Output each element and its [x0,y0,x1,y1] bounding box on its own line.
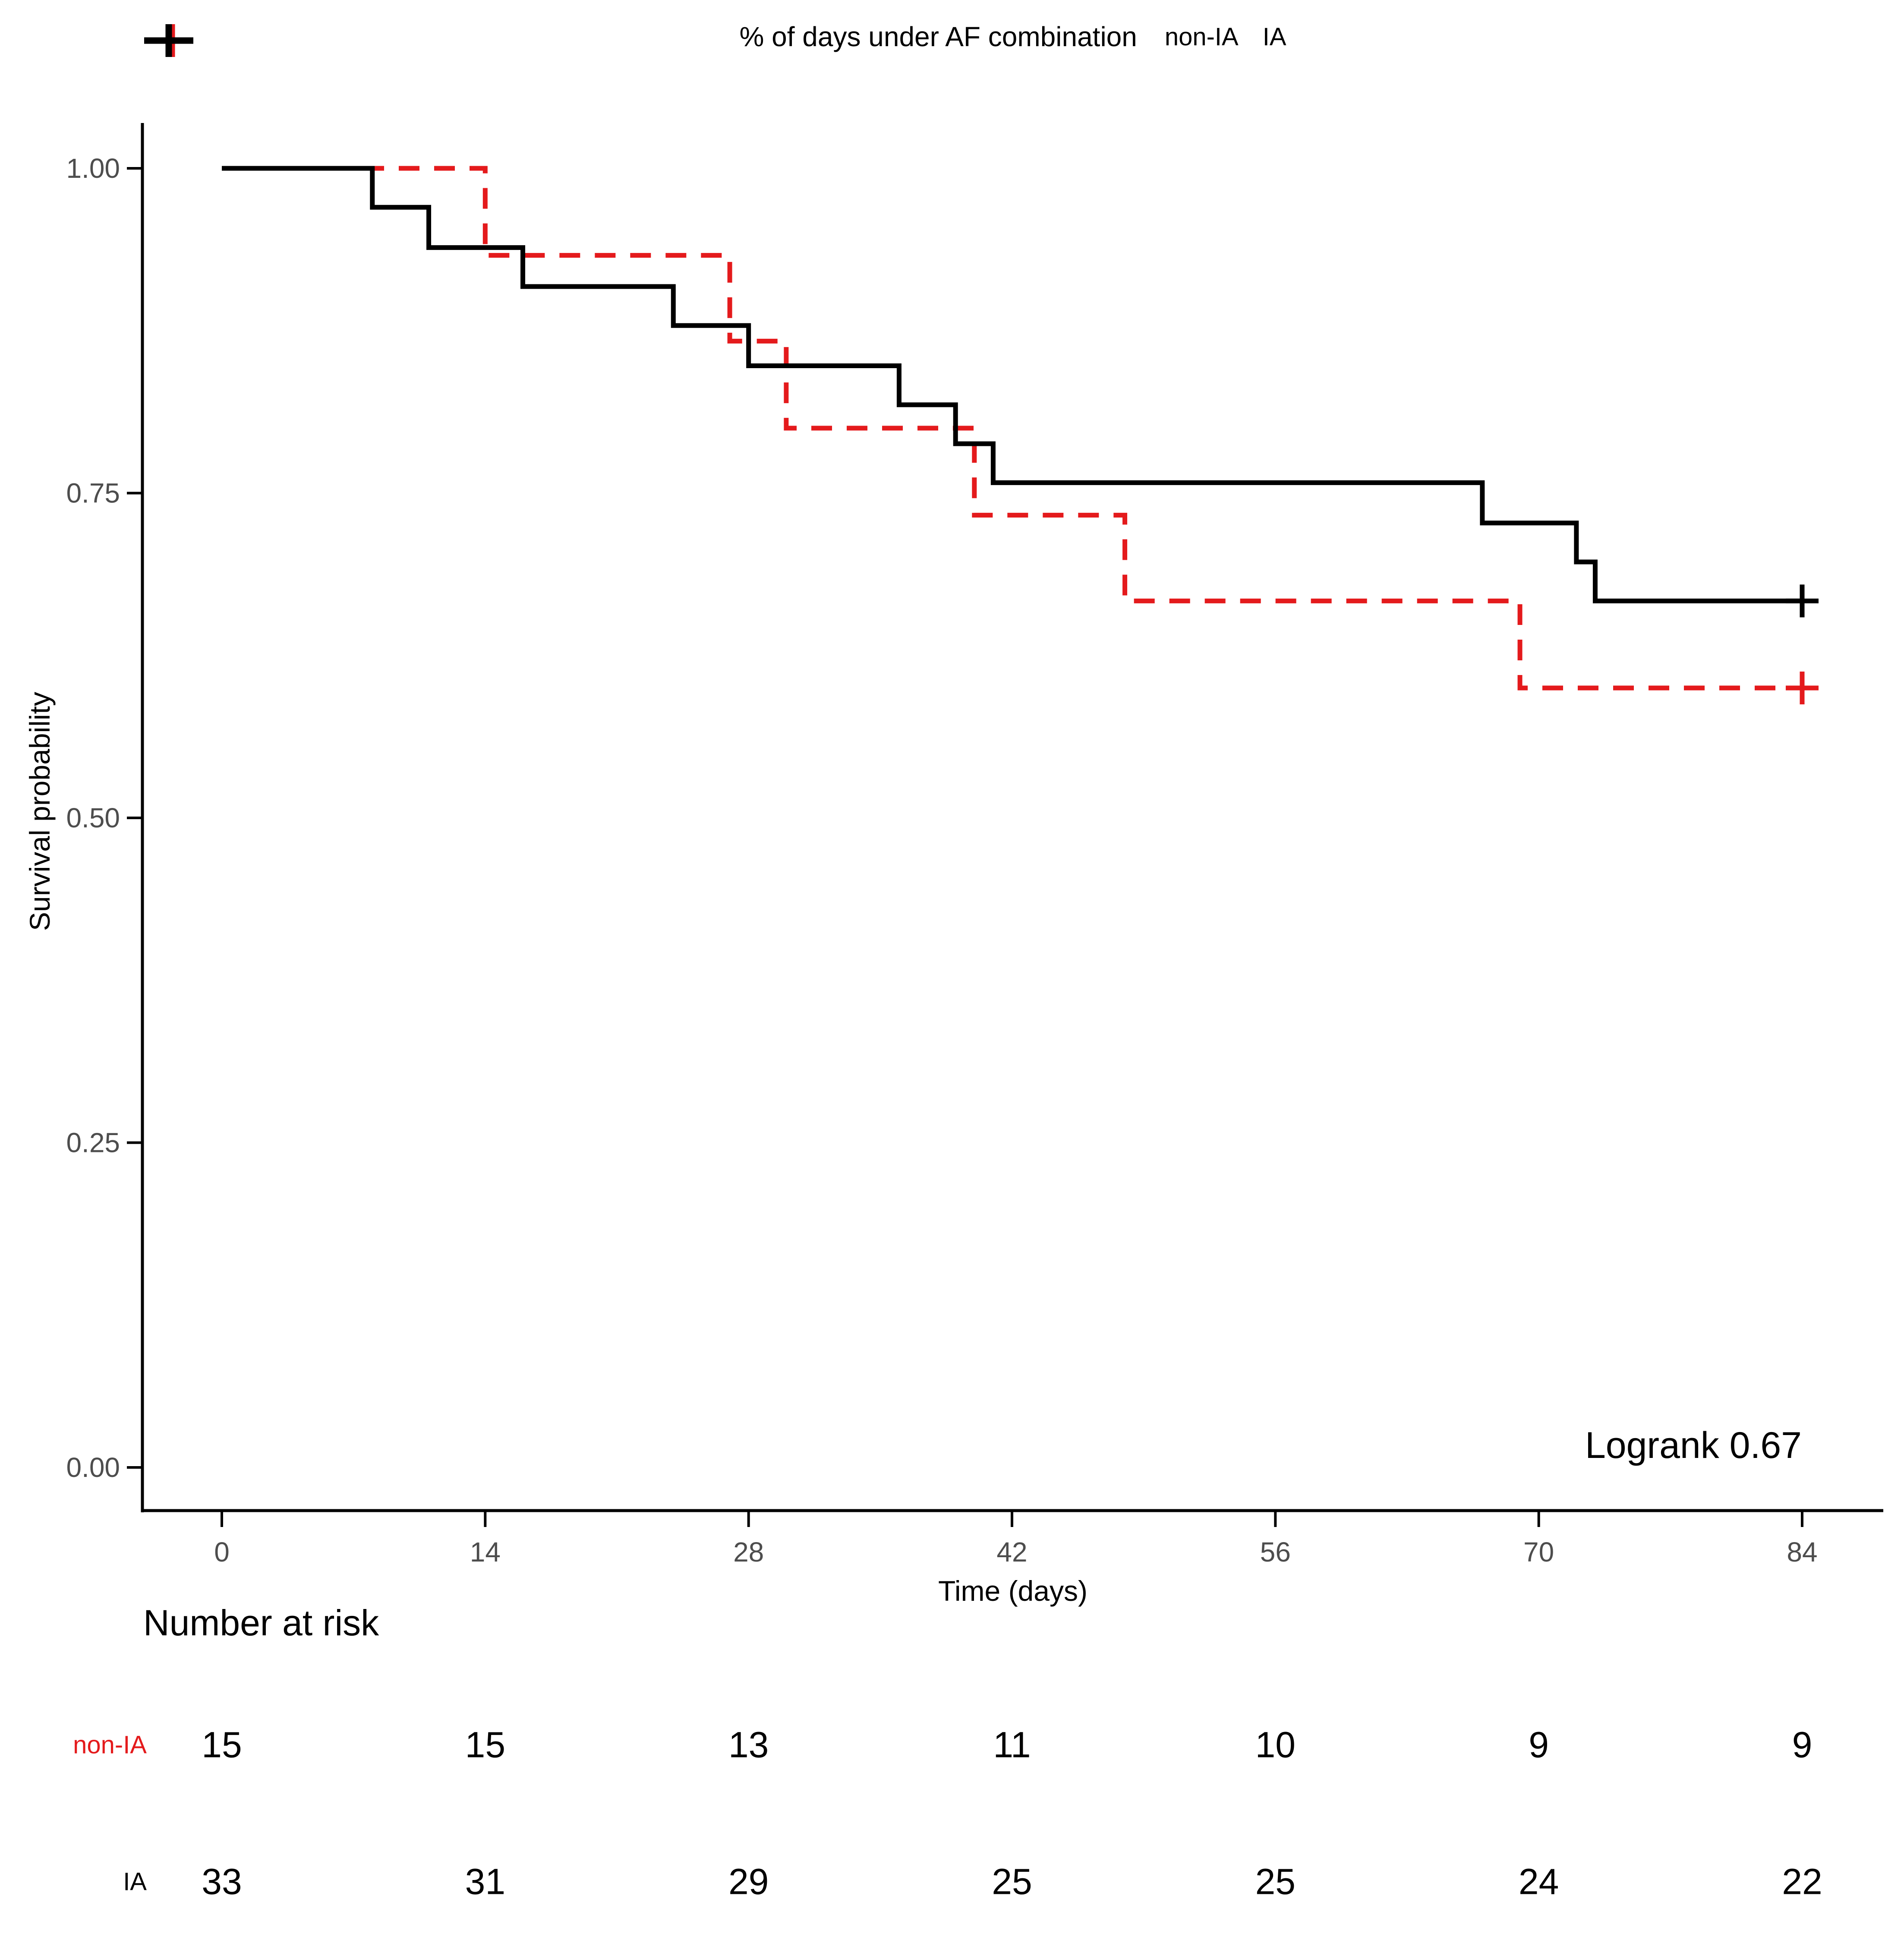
x-tick-label: 42 [996,1536,1027,1568]
y-tick-label: 1.00 [66,153,120,184]
risk-count: 13 [728,1724,769,1765]
logrank-annotation: Logrank 0.67 [1585,1425,1802,1466]
risk-count: 11 [993,1724,1031,1765]
x-axis-title: Time (days) [938,1575,1088,1607]
risk-count: 33 [202,1861,242,1902]
legend: % of days under AF combination non-IA IA [142,21,1883,57]
legend-label-ia: IA [1262,22,1286,51]
risk-count: 22 [1782,1861,1822,1902]
risk-count: 15 [202,1724,242,1765]
risk-count: 24 [1518,1861,1559,1902]
risk-count: 25 [992,1861,1032,1902]
x-tick-label: 14 [470,1536,501,1568]
risk-count: 9 [1792,1724,1813,1765]
legend-title: % of days under AF combination [739,21,1137,52]
risk-table-header: Number at risk [143,1603,379,1643]
survival-curve-non-IA [222,166,1802,691]
x-tick-label: 28 [733,1536,764,1568]
survival-curve-IA [222,166,1802,603]
risk-count: 31 [465,1861,506,1902]
x-tick-label: 70 [1523,1536,1554,1568]
risk-count: 25 [1255,1861,1296,1902]
y-tick-label: 0.00 [66,1452,120,1483]
risk-count: 29 [728,1861,769,1902]
x-tick-label: 84 [1787,1536,1817,1568]
risk-row-label-non-IA: non-IA [73,1731,147,1759]
y-tick-label: 0.50 [66,802,120,833]
risk-count: 15 [465,1724,506,1765]
x-tick-label: 0 [214,1536,230,1568]
y-tick-label: 0.75 [66,478,120,509]
y-tick-label: 0.25 [66,1127,120,1158]
risk-count: 10 [1255,1724,1296,1765]
risk-count: 9 [1529,1724,1549,1765]
x-tick-label: 56 [1260,1536,1291,1568]
y-axis-title: Survival probability [24,692,56,931]
ia-censor-key-icon [144,24,193,57]
risk-row-label-IA: IA [123,1868,147,1896]
legend-label-non-ia: non-IA [1164,22,1239,51]
